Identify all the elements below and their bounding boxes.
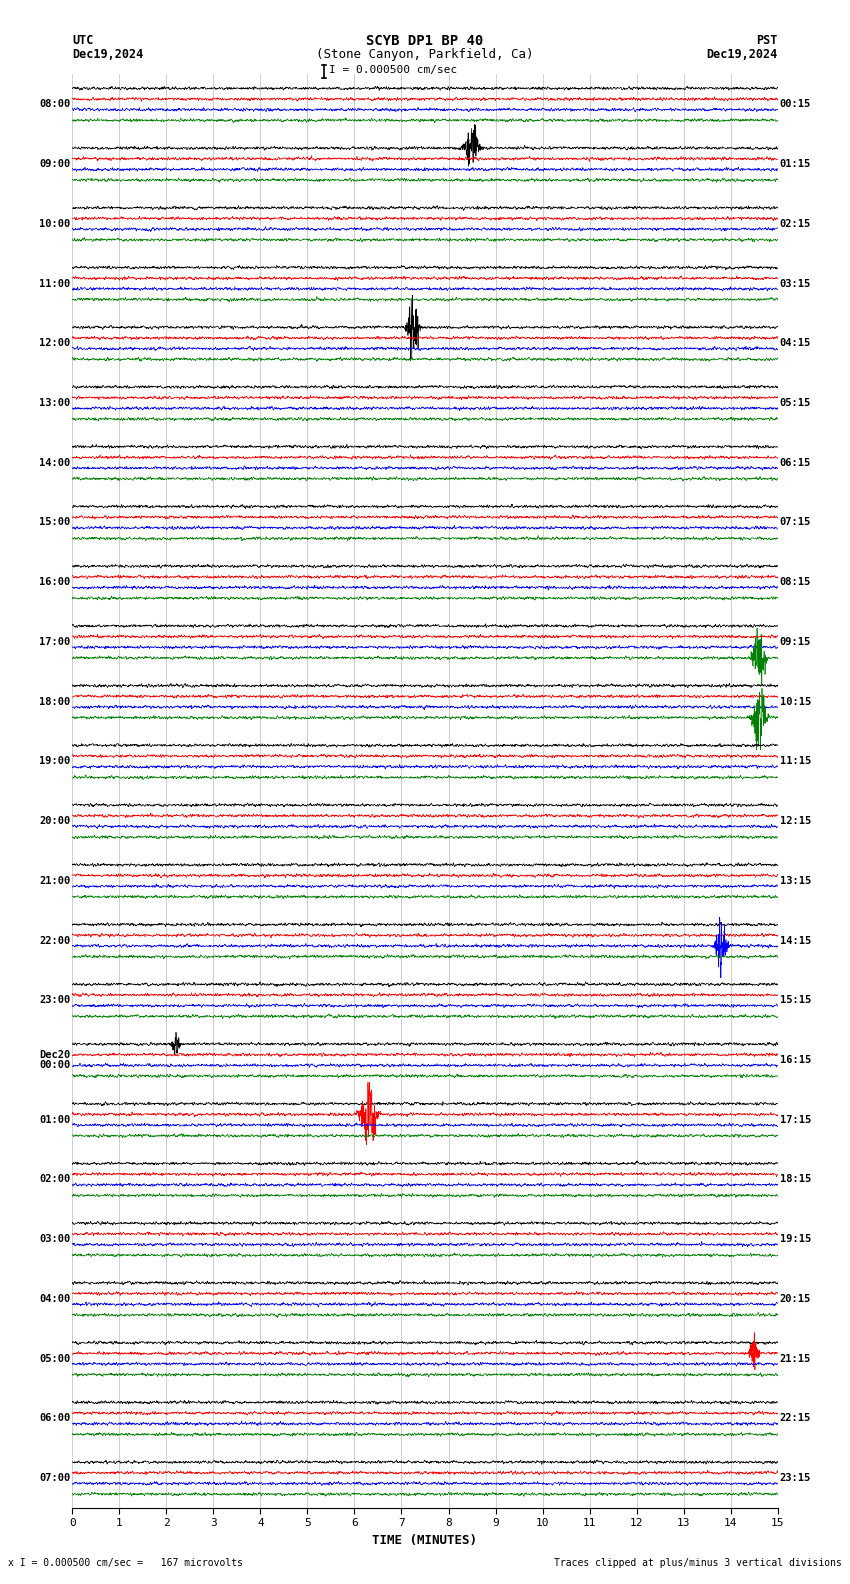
Text: I = 0.000500 cm/sec: I = 0.000500 cm/sec bbox=[329, 65, 457, 74]
Text: 05:15: 05:15 bbox=[779, 398, 811, 409]
Text: 04:15: 04:15 bbox=[779, 339, 811, 348]
Text: 13:15: 13:15 bbox=[779, 876, 811, 885]
Text: 14:00: 14:00 bbox=[39, 458, 71, 467]
Text: 12:00: 12:00 bbox=[39, 339, 71, 348]
Text: 01:00: 01:00 bbox=[39, 1115, 71, 1125]
Text: Dec19,2024: Dec19,2024 bbox=[72, 48, 144, 62]
Text: 12:15: 12:15 bbox=[779, 816, 811, 827]
Text: 23:00: 23:00 bbox=[39, 995, 71, 1006]
Text: 06:15: 06:15 bbox=[779, 458, 811, 467]
Text: 18:00: 18:00 bbox=[39, 697, 71, 706]
Text: 20:00: 20:00 bbox=[39, 816, 71, 827]
Text: Dec19,2024: Dec19,2024 bbox=[706, 48, 778, 62]
Text: 20:15: 20:15 bbox=[779, 1294, 811, 1304]
Text: 21:00: 21:00 bbox=[39, 876, 71, 885]
Text: x I = 0.000500 cm/sec =   167 microvolts: x I = 0.000500 cm/sec = 167 microvolts bbox=[8, 1559, 243, 1568]
Text: 22:15: 22:15 bbox=[779, 1413, 811, 1424]
Text: 08:15: 08:15 bbox=[779, 577, 811, 588]
Text: 15:00: 15:00 bbox=[39, 518, 71, 527]
Text: 09:15: 09:15 bbox=[779, 637, 811, 646]
Text: 10:00: 10:00 bbox=[39, 219, 71, 228]
Text: 16:00: 16:00 bbox=[39, 577, 71, 588]
Text: 00:15: 00:15 bbox=[779, 100, 811, 109]
Text: 22:00: 22:00 bbox=[39, 936, 71, 946]
Text: 10:15: 10:15 bbox=[779, 697, 811, 706]
Text: 07:15: 07:15 bbox=[779, 518, 811, 527]
Text: 08:00: 08:00 bbox=[39, 100, 71, 109]
Text: 13:00: 13:00 bbox=[39, 398, 71, 409]
Text: 16:15: 16:15 bbox=[779, 1055, 811, 1064]
Text: 02:00: 02:00 bbox=[39, 1174, 71, 1185]
Text: UTC: UTC bbox=[72, 33, 94, 48]
Text: 19:15: 19:15 bbox=[779, 1234, 811, 1243]
Text: 18:15: 18:15 bbox=[779, 1174, 811, 1185]
Text: 04:00: 04:00 bbox=[39, 1294, 71, 1304]
Text: 11:00: 11:00 bbox=[39, 279, 71, 288]
Text: 21:15: 21:15 bbox=[779, 1354, 811, 1364]
Text: 17:15: 17:15 bbox=[779, 1115, 811, 1125]
Text: 14:15: 14:15 bbox=[779, 936, 811, 946]
Text: 05:00: 05:00 bbox=[39, 1354, 71, 1364]
Text: Dec20
00:00: Dec20 00:00 bbox=[39, 1050, 71, 1069]
Text: 19:00: 19:00 bbox=[39, 756, 71, 767]
Text: 07:00: 07:00 bbox=[39, 1473, 71, 1483]
Text: 03:15: 03:15 bbox=[779, 279, 811, 288]
Text: 03:00: 03:00 bbox=[39, 1234, 71, 1243]
Text: 06:00: 06:00 bbox=[39, 1413, 71, 1424]
X-axis label: TIME (MINUTES): TIME (MINUTES) bbox=[372, 1533, 478, 1548]
Text: 02:15: 02:15 bbox=[779, 219, 811, 228]
Text: 11:15: 11:15 bbox=[779, 756, 811, 767]
Text: 01:15: 01:15 bbox=[779, 158, 811, 169]
Text: SCYB DP1 BP 40: SCYB DP1 BP 40 bbox=[366, 33, 484, 48]
Text: 23:15: 23:15 bbox=[779, 1473, 811, 1483]
Text: (Stone Canyon, Parkfield, Ca): (Stone Canyon, Parkfield, Ca) bbox=[316, 48, 534, 62]
Text: 17:00: 17:00 bbox=[39, 637, 71, 646]
Text: 09:00: 09:00 bbox=[39, 158, 71, 169]
Text: 15:15: 15:15 bbox=[779, 995, 811, 1006]
Text: Traces clipped at plus/minus 3 vertical divisions: Traces clipped at plus/minus 3 vertical … bbox=[553, 1559, 842, 1568]
Text: PST: PST bbox=[756, 33, 778, 48]
